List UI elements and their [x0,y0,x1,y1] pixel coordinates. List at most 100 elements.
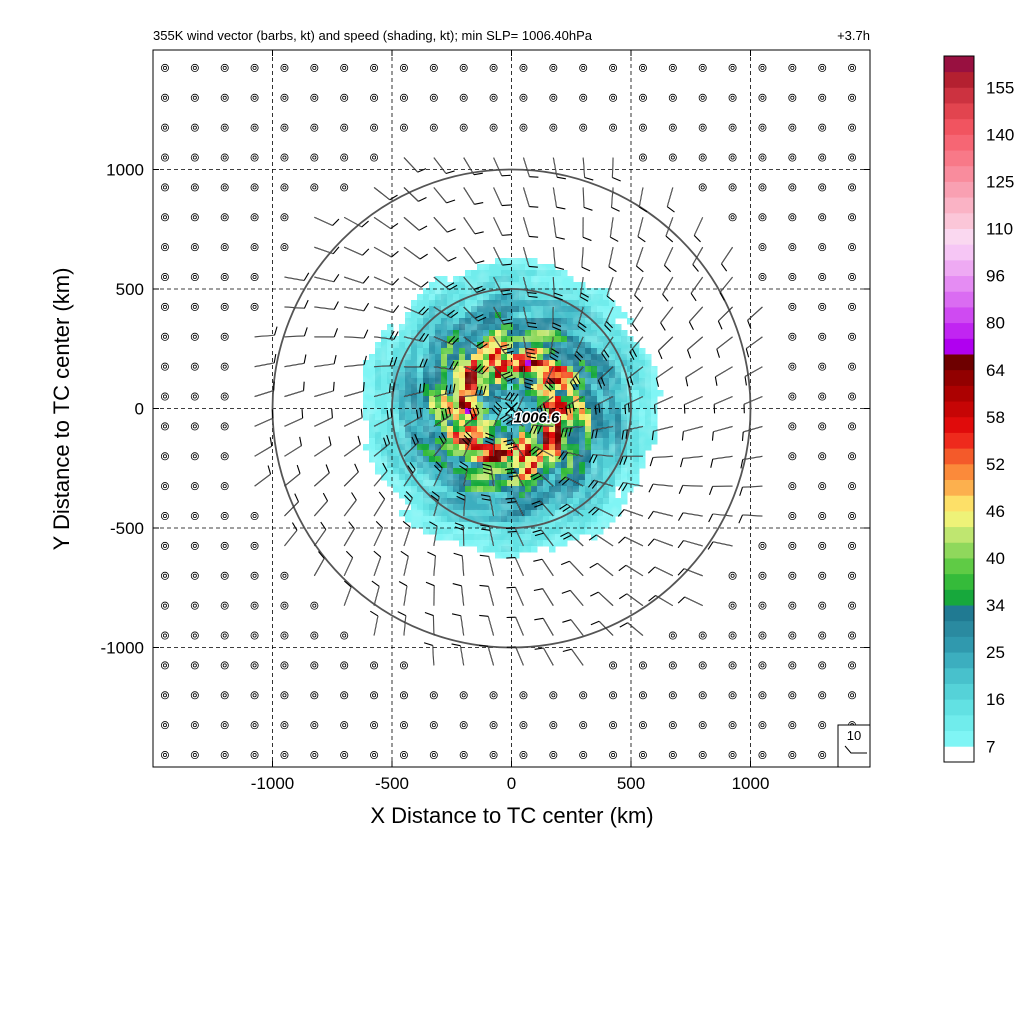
calm-wind-marker [250,63,259,72]
calm-wind-marker [160,123,169,132]
wind-barb [549,336,560,362]
wind-barb [433,406,452,427]
calm-wind-marker [579,751,588,760]
calm-wind-marker [250,721,259,730]
calm-wind-marker [310,183,319,192]
wind-barb [588,534,614,547]
wind-barb [254,381,275,398]
calm-wind-marker [160,631,169,640]
calm-wind-marker [250,123,259,132]
calm-wind-marker [788,153,797,162]
colorbar-box [944,667,974,684]
calm-wind-marker [788,691,797,700]
wind-barb [343,246,370,256]
calm-wind-marker [280,183,289,192]
wind-barb [648,595,674,607]
wind-barb [454,522,465,546]
wind-barb [284,354,307,368]
wind-barb [582,217,592,242]
wind-barb [485,432,495,457]
wind-barb [529,424,554,435]
calm-wind-marker [250,512,259,521]
tc-center-marker [504,401,519,416]
wind-barb [716,336,733,358]
wind-barb [344,302,370,312]
calm-wind-marker [609,661,618,670]
wind-barb [284,522,298,547]
calm-wind-marker [190,302,199,311]
calm-wind-marker [160,273,169,282]
calm-wind-marker [758,631,767,640]
calm-wind-marker [728,123,737,132]
wind-barb [313,492,329,517]
wind-barb [666,187,675,213]
colorbar-box [944,228,974,245]
wind-barb [619,622,644,636]
wind-barb [589,562,614,577]
wind-barb [462,431,473,457]
calm-wind-marker [728,691,737,700]
wind-barb [373,434,391,457]
wind-barb [254,353,277,368]
wind-barb [424,612,435,636]
plot-area [153,50,870,767]
wind-barb [558,476,584,487]
wind-barb [284,464,301,487]
calm-wind-marker [190,751,199,760]
calm-wind-marker [220,213,229,222]
calm-wind-marker [280,571,289,580]
calm-wind-marker [190,392,199,401]
calm-wind-marker [728,63,737,72]
reference-barb-box: 10 [837,724,871,768]
calm-wind-marker [698,183,707,192]
x-tick-label: -500 [375,774,409,793]
calm-wind-marker [848,273,857,282]
calm-wind-marker [250,571,259,580]
wind-barb [601,336,614,361]
calm-wind-marker [818,213,827,222]
calm-wind-marker [788,422,797,431]
calm-wind-marker [818,721,827,730]
wind-barb [677,568,703,577]
wind-barb [480,524,495,547]
wind-barb [403,187,427,202]
wind-barb [343,492,357,517]
wind-barb [606,276,615,303]
wind-barb [313,521,327,547]
wind-barb [370,610,379,636]
wind-barb [608,247,617,273]
wind-barb [505,527,524,547]
calm-wind-marker [758,273,767,282]
wind-barb [403,358,428,368]
wind-barb [552,157,566,180]
calm-wind-marker [818,332,827,341]
calm-wind-marker [160,482,169,491]
colorbar-frame [943,55,975,763]
calm-wind-marker [758,63,767,72]
calm-wind-marker [728,631,737,640]
calm-wind-marker [160,422,169,431]
calm-wind-marker [579,691,588,700]
wind-barb [284,272,310,282]
calm-wind-marker [340,691,349,700]
calm-wind-marker [668,123,677,132]
calm-wind-marker [758,721,767,730]
calm-wind-marker [190,691,199,700]
wind-barb [618,564,644,577]
wind-barb [719,276,734,301]
wind-barb [536,396,554,418]
wind-barb [254,465,272,487]
wind-barb [313,551,325,577]
calm-wind-marker [788,721,797,730]
colorbar-box [944,150,974,167]
colorbar-box [944,448,974,465]
calm-wind-marker [818,661,827,670]
calm-wind-marker [190,183,199,192]
calm-wind-marker [220,571,229,580]
calm-wind-marker [250,273,259,282]
wind-barb [621,425,644,440]
calm-wind-marker [399,63,408,72]
calm-wind-marker [638,153,647,162]
calm-wind-marker [489,751,498,760]
colorbar-box [944,558,974,575]
